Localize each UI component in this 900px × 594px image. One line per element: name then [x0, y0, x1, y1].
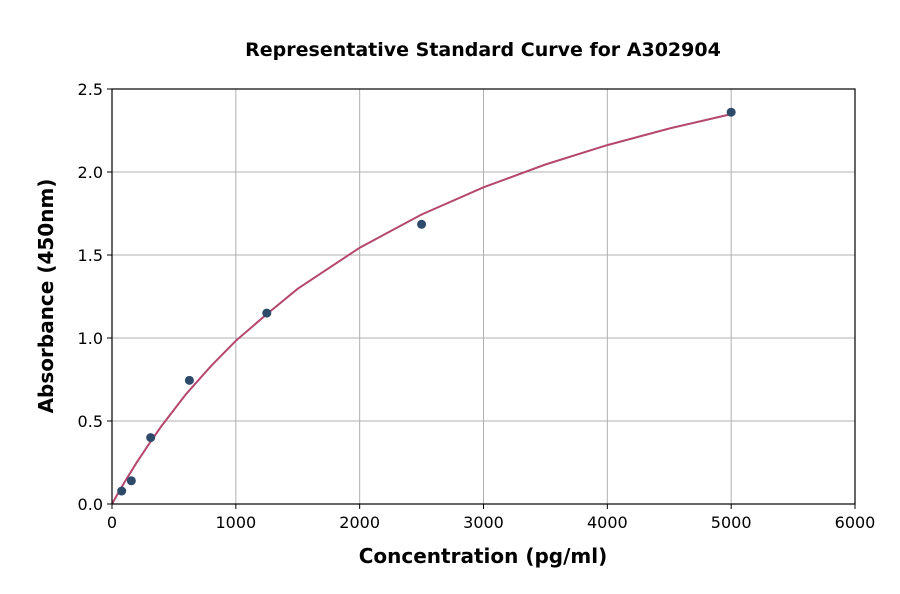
plot-frame	[111, 88, 856, 505]
y-tick-label: 0.0	[78, 495, 103, 514]
x-tick-label: 0	[107, 513, 117, 532]
y-axis-label: Absorbance (450nm)	[34, 179, 58, 414]
x-tick-label: 6000	[835, 513, 876, 532]
x-tick-label: 2000	[339, 513, 380, 532]
y-tick-label: 1.0	[78, 329, 103, 348]
data-point	[117, 486, 127, 496]
x-tick-label: 4000	[587, 513, 628, 532]
y-tick-label: 1.5	[78, 246, 103, 265]
data-point	[417, 219, 427, 229]
data-point	[726, 107, 736, 117]
x-tick-label: 5000	[711, 513, 752, 532]
data-point	[126, 476, 136, 486]
y-axis-ticks: 0.0 0.5 1.0 1.5 2.0 2.5	[78, 80, 112, 514]
y-tick-label: 2.5	[78, 80, 103, 99]
data-point	[146, 433, 156, 443]
x-tick-label: 1000	[215, 513, 256, 532]
data-points	[117, 107, 736, 496]
y-tick-label: 2.0	[78, 163, 103, 182]
chart-title: Representative Standard Curve for A30290…	[245, 39, 721, 61]
data-point	[262, 308, 272, 318]
x-tick-label: 3000	[463, 513, 504, 532]
data-point	[184, 375, 194, 385]
x-axis-ticks: 0 1000 2000 3000 4000 5000 6000	[107, 504, 875, 532]
y-tick-label: 0.5	[78, 412, 103, 431]
grid	[111, 88, 856, 505]
fit-curve	[111, 113, 732, 505]
x-axis-label: Concentration (pg/ml)	[359, 544, 608, 568]
